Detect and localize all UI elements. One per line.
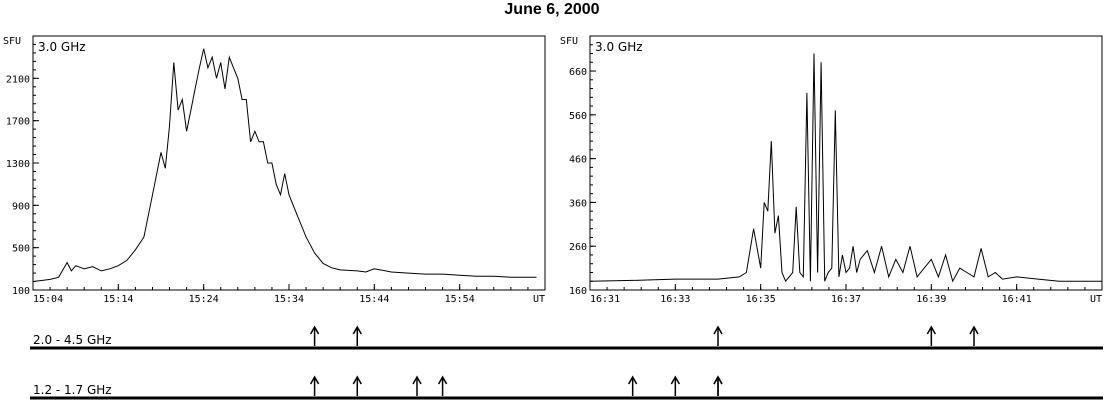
x-tick-label: UT xyxy=(533,294,545,305)
y-tick-label: 1300 xyxy=(6,159,30,170)
right-panel: 160 260 360 460 560 660 16:31 16:33 16:35 16:37 16… xyxy=(560,35,1103,305)
y-tick-label: 560 xyxy=(569,111,587,122)
burst-arrow-head xyxy=(437,375,448,385)
series-line xyxy=(589,53,1102,283)
x-tick-label: 15:54 xyxy=(445,294,475,305)
x-tick-label: UT xyxy=(1090,294,1102,305)
x-tick-label: 15:44 xyxy=(359,294,389,305)
x-tick-label: 16:31 xyxy=(590,294,620,305)
y-axis-label: SFU xyxy=(3,36,21,47)
y-tick-label: 500 xyxy=(12,244,30,255)
burst-arrow-head xyxy=(309,325,320,335)
x-tick-label: 15:24 xyxy=(189,294,219,305)
x-tick-label: 16:39 xyxy=(916,294,946,305)
x-tick-label: 15:14 xyxy=(103,294,133,305)
y-tick-label: 100 xyxy=(12,286,30,297)
burst-arrow-head xyxy=(670,375,680,385)
x-tick-label: 15:34 xyxy=(274,294,304,305)
burst-arrow-head xyxy=(352,325,362,335)
burst-arrow-head xyxy=(352,375,362,385)
burst-arrow-head xyxy=(969,325,979,335)
y-tick-label: 2100 xyxy=(6,74,30,85)
series-line xyxy=(32,48,537,282)
burst-arrow-head xyxy=(309,375,320,385)
x-tick-label: 16:41 xyxy=(1002,294,1032,305)
y-axis-label: SFU xyxy=(560,36,578,47)
plot-frame xyxy=(32,35,546,291)
figure-title: June 6, 2000 xyxy=(504,1,599,18)
burst-arrow-head xyxy=(713,325,723,335)
panel-frequency-label: 3.0 GHz xyxy=(595,40,643,54)
y-tick-label: 160 xyxy=(569,286,587,297)
y-tick-label: 360 xyxy=(569,198,587,209)
band-rows: 2.0 - 4.5 GHz 1.2 - 1.7 GHz xyxy=(30,325,1103,400)
y-tick-label: 1700 xyxy=(6,117,30,128)
burst-arrow-head xyxy=(628,375,638,385)
plot-frame xyxy=(589,35,1103,291)
x-tick-label: 16:37 xyxy=(831,294,861,305)
x-tick-label: 16:33 xyxy=(660,294,690,305)
left-panel: 100 500 900 1300 1700 2100 15:04 15:14 15:24 15:3… xyxy=(3,35,546,305)
band-label: 1.2 - 1.7 GHz xyxy=(33,383,112,397)
y-tick-label: 260 xyxy=(569,242,587,253)
burst-arrow-head xyxy=(713,375,723,385)
burst-arrow-head xyxy=(926,325,936,335)
y-tick-label: 900 xyxy=(12,201,30,212)
band-label: 2.0 - 4.5 GHz xyxy=(33,333,112,347)
burst-arrow-head xyxy=(412,375,422,385)
x-tick-label: 15:04 xyxy=(33,294,63,305)
y-tick-label: 660 xyxy=(569,67,587,78)
y-tick-label: 460 xyxy=(569,155,587,166)
panel-frequency-label: 3.0 GHz xyxy=(38,40,86,54)
x-tick-label: 16:35 xyxy=(746,294,776,305)
